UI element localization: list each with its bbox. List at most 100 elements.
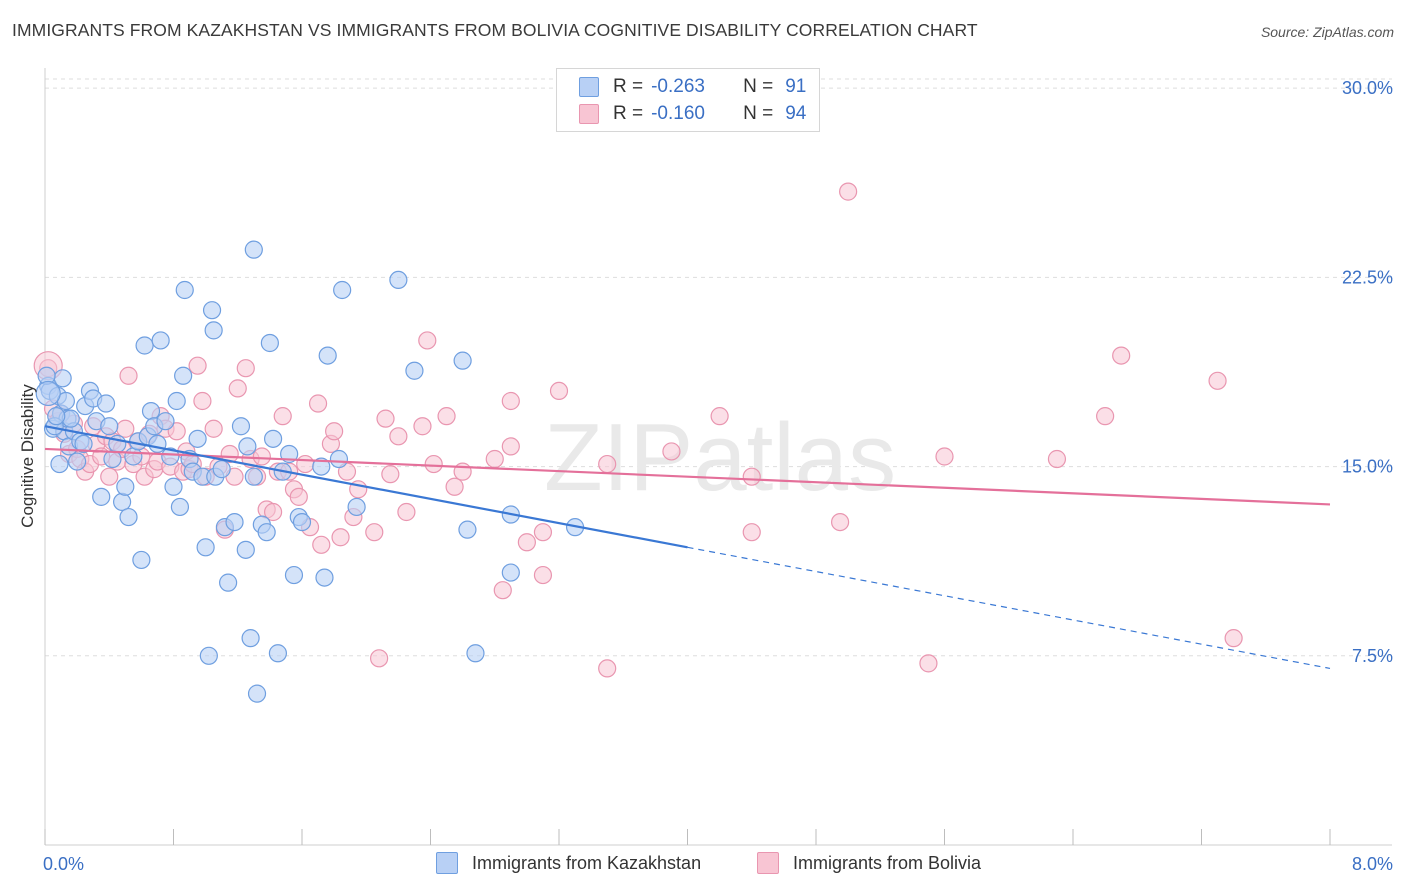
kazakhstan-point xyxy=(199,646,218,665)
kazakhstan-point xyxy=(333,280,352,300)
bolivia-point xyxy=(119,366,138,385)
legend-bolivia-label: Immigrants from Bolivia xyxy=(793,852,982,873)
bolivia-point xyxy=(710,407,729,426)
kazakhstan-point xyxy=(263,429,283,448)
stats-row-kazakhstan: R = -0.263 N = 91 xyxy=(579,74,807,100)
bolivia-point xyxy=(312,535,331,554)
x-tick-label: 0.0% xyxy=(43,854,84,874)
y-tick-label: 22.5% xyxy=(1342,267,1393,287)
kazakhstan-point xyxy=(141,401,161,421)
bolivia-point xyxy=(188,356,207,375)
kazakhstan-point xyxy=(244,467,263,486)
kazakhstan-point xyxy=(100,417,119,436)
chart-title: IMMIGRANTS FROM KAZAKHSTAN VS IMMIGRANTS… xyxy=(12,20,978,40)
kazakhstan-point xyxy=(68,452,87,471)
bolivia-swatch xyxy=(579,104,599,124)
legend-item-kazakhstan: Immigrants from Kazakhstan xyxy=(436,850,701,876)
bolivia-point xyxy=(204,419,223,438)
bolivia-point xyxy=(1047,449,1067,469)
bolivia-point xyxy=(1224,629,1243,648)
bolivia-point xyxy=(445,477,464,496)
kazakhstan-point xyxy=(347,497,366,517)
kazakhstan-point xyxy=(47,407,66,426)
bolivia-point xyxy=(263,502,283,522)
kazakhstan-point xyxy=(318,346,337,365)
kazakhstan-point xyxy=(112,492,132,512)
bolivia-point xyxy=(381,465,400,484)
stats-legend-box: R = -0.263 N = 91 R = -0.160 N = 94 xyxy=(556,68,820,132)
kazakhstan-n-label: N = xyxy=(743,76,774,97)
bolivia-point xyxy=(296,454,315,474)
kazakhstan-points xyxy=(35,240,585,703)
bolivia-point xyxy=(389,427,408,446)
kazakhstan-swatch xyxy=(579,77,599,97)
kazakhstan-point xyxy=(231,417,251,436)
bolivia-point xyxy=(1112,346,1131,365)
y-tick-label: 30.0% xyxy=(1342,78,1393,98)
kazakhstan-point xyxy=(175,280,194,300)
bolivia-point xyxy=(220,444,239,464)
bolivia-point xyxy=(549,381,569,401)
kazakhstan-point xyxy=(188,429,207,448)
kazakhstan-point xyxy=(244,240,263,259)
legend-kazakhstan-label: Immigrants from Kazakhstan xyxy=(472,852,702,873)
kazakhstan-point xyxy=(453,351,472,370)
kazakhstan-point xyxy=(156,412,175,431)
bolivia-point xyxy=(662,442,681,461)
kazakhstan-point xyxy=(219,573,238,592)
bolivia-r-value: -0.160 xyxy=(651,103,705,124)
bolivia-point xyxy=(193,391,212,411)
bolivia-point xyxy=(325,422,344,441)
kazakhstan-trend-line xyxy=(44,425,688,549)
tick-labels: 7.5% 15.0% 22.5% 30.0% 0.0% 8.0% xyxy=(43,78,1393,874)
y-tick-label: 15.0% xyxy=(1342,457,1393,477)
trend-lines xyxy=(44,425,1331,669)
kazakhstan-point xyxy=(458,520,477,539)
kazakhstan-point xyxy=(116,477,135,496)
stats-row-bolivia: R = -0.160 N = 94 xyxy=(579,101,806,127)
bolivia-point xyxy=(598,659,617,678)
bolivia-point xyxy=(273,407,292,426)
bolivia-point xyxy=(919,654,938,673)
bolivia-point xyxy=(289,487,308,506)
bolivia-point xyxy=(501,391,520,411)
legend-item-bolivia: Immigrants from Bolivia xyxy=(757,850,981,876)
bolivia-point xyxy=(365,523,384,542)
bolivia-point xyxy=(598,454,617,474)
kazakhstan-point xyxy=(260,333,279,353)
kazakhstan-point xyxy=(225,512,244,532)
kazakhstan-r-label: R = xyxy=(613,76,644,97)
bolivia-point xyxy=(830,512,850,532)
bolivia-n-label: N = xyxy=(743,103,774,124)
legend-bolivia-swatch xyxy=(757,852,779,874)
kazakhstan-point xyxy=(312,457,331,476)
kazakhstan-point xyxy=(119,507,138,527)
bolivia-point xyxy=(116,419,135,438)
kazakhstan-point xyxy=(329,449,349,469)
kazakhstan-n-value: 91 xyxy=(785,76,807,97)
kazakhstan-point xyxy=(174,366,193,385)
kazakhstan-point xyxy=(96,394,116,413)
bolivia-point xyxy=(485,449,504,469)
y-axis-label: Cognitive Disability xyxy=(18,384,37,528)
bolivia-point xyxy=(742,523,761,542)
bolivia-point xyxy=(501,437,520,456)
bolivia-point xyxy=(533,565,553,585)
kazakhstan-point xyxy=(35,380,61,407)
bolivia-point xyxy=(839,182,858,201)
bolivia-point xyxy=(236,359,255,378)
kazakhstan-point xyxy=(292,512,312,532)
axes xyxy=(44,68,1392,846)
bolivia-point xyxy=(437,407,456,426)
kazakhstan-point xyxy=(405,361,424,380)
kazakhstan-point xyxy=(236,540,255,559)
kazakhstan-point xyxy=(315,568,334,587)
bolivia-point xyxy=(1208,371,1227,390)
bolivia-point xyxy=(397,502,416,522)
kazakhstan-point xyxy=(135,336,154,355)
bolivia-point xyxy=(533,523,553,542)
kazakhstan-point xyxy=(204,321,223,340)
kazakhstan-point xyxy=(212,460,231,479)
kazakhstan-point xyxy=(238,437,257,456)
kazakhstan-point xyxy=(50,454,69,474)
